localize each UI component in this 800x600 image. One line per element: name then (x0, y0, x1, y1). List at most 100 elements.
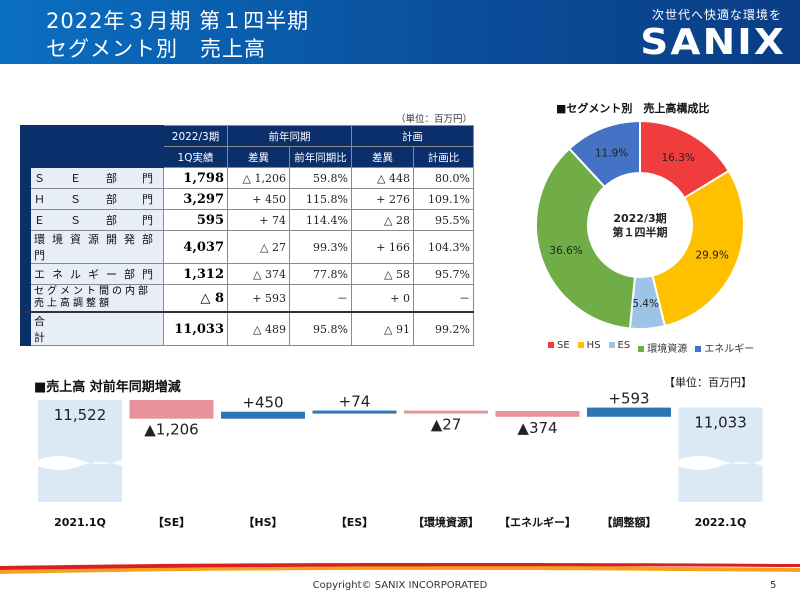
x-tick-label: 2021.1Q (54, 516, 106, 529)
waterfall-unit: 【単位：百万円】 (664, 376, 752, 389)
row-yoy-diff: △ 1,206 (227, 167, 290, 189)
bar-data-label: 11,033 (694, 414, 747, 432)
row-plan-diff: △ 58 (351, 263, 414, 285)
row-plan-ratio: 99.2% (413, 311, 474, 346)
pie-legend: SE HS ES 環境資源 エネルギー (548, 340, 754, 355)
total-bar (38, 400, 122, 502)
table-corner (20, 125, 164, 168)
increase-bar (312, 410, 397, 414)
row-yoy-ratio: 95.8% (289, 311, 352, 346)
x-tick-label: 【調整額】 (602, 515, 657, 529)
page-subtitle: セグメント別 売上高 (46, 37, 266, 61)
bar-data-label: 11,522 (54, 406, 107, 424)
row-actual: 4,037 (163, 230, 228, 264)
row-name: Ｈ Ｓ 部 門 (30, 188, 164, 210)
row-plan-ratio: 80.0% (413, 167, 474, 189)
total-bar-body (678, 407, 763, 502)
legend-swatch (608, 342, 615, 348)
pie-slice-label: 29.9% (695, 250, 728, 262)
header-plan: 計画 (351, 125, 474, 147)
legend-swatch (577, 342, 584, 348)
company-logo: SANIX (640, 22, 786, 63)
legend-entry: SE (548, 340, 570, 355)
row-actual: 3,297 (163, 188, 228, 210)
legend-entry: ES (608, 340, 631, 355)
row-yoy-ratio: 115.8% (289, 188, 352, 210)
legend-swatch (548, 342, 554, 348)
header-actual: 1Q実績 (163, 146, 228, 168)
row-marker (20, 167, 31, 189)
row-name: Ｅ Ｓ 部 門 (30, 209, 164, 231)
row-actual: 595 (163, 209, 228, 231)
footer-stripe (0, 562, 800, 574)
header-plan-diff: 差異 (351, 146, 414, 168)
total-bar (678, 407, 763, 502)
row-actual: △ 8 (163, 284, 228, 313)
row-marker (20, 263, 31, 285)
row-plan-diff: + 0 (351, 284, 414, 313)
header-yoy-ratio: 前年同期比 (289, 146, 352, 168)
decrease-bar (404, 410, 488, 414)
pie-slice-label: 36.6% (549, 245, 582, 257)
x-tick-label: 2022.1Q (695, 516, 747, 529)
legend-label: 環境資源 (647, 344, 688, 355)
pie-slice-1 (651, 169, 745, 328)
row-actual: 1,312 (163, 263, 228, 285)
row-yoy-ratio: 99.3% (289, 230, 352, 264)
row-plan-diff: △ 91 (351, 311, 414, 346)
legend-label: エネルギー (704, 344, 755, 355)
decrease-bar (129, 400, 214, 419)
row-name: エネルギー部門 (30, 263, 164, 285)
header-yoy-diff: 差異 (227, 146, 290, 168)
legend-swatch (638, 346, 645, 352)
pie-center-label: 2022/3期 (613, 211, 666, 225)
waterfall-chart: 2021.1Q 11,522 【SE】 ▲1,206 【HS】 +450 【ES】 +74 【環… (38, 390, 763, 529)
row-plan-ratio: 104.3% (413, 230, 474, 264)
pie-center-label: 第１四半期 (613, 225, 668, 239)
bar-data-label: ▲27 (431, 416, 462, 434)
x-tick-label: 【ES】 (336, 516, 373, 529)
row-yoy-diff: △ 374 (227, 263, 290, 285)
row-name: Ｓ Ｅ 部 門 (30, 167, 164, 189)
pie-slice-label: 5.4% (632, 298, 659, 310)
axis-break-mark (678, 456, 763, 470)
table-row: Ｈ Ｓ 部 門 3,297 + 450 115.8% + 276 109.1% (20, 188, 474, 210)
row-yoy-ratio: 114.4% (289, 209, 352, 231)
row-yoy-diff: + 450 (227, 188, 290, 210)
row-plan-ratio: 95.7% (413, 263, 474, 285)
table-row: エネルギー部門 1,312 △ 374 77.8% △ 58 95.7% (20, 263, 474, 285)
row-plan-ratio: 95.5% (413, 209, 474, 231)
increase-bar (587, 407, 671, 417)
row-actual: 11,033 (163, 311, 228, 346)
table-row: 合 計 11,033 △ 489 95.8% △ 91 99.2% (20, 311, 474, 346)
table-row: Ｓ Ｅ 部 門 1,798 △ 1,206 59.8% △ 448 80.0% (20, 167, 474, 189)
pie-chart-title: ■セグメント別 売上高構成比 (556, 102, 710, 115)
legend-label: ES (617, 340, 631, 351)
x-tick-label: 【エネルギー】 (499, 515, 576, 529)
row-name: セグメント間の内部売上高調整額 (30, 284, 164, 313)
legend-label: SE (557, 340, 570, 351)
copyright: Copyright© SANIX INCORPORATED (312, 580, 488, 591)
bar-data-label: +593 (608, 390, 649, 408)
row-marker (20, 209, 31, 231)
legend-label: HS (586, 340, 601, 351)
table-unit: （単位：百万円） (396, 114, 473, 125)
row-yoy-diff: △ 489 (227, 311, 290, 346)
table-row: Ｅ Ｓ 部 門 595 + 74 114.4% △ 28 95.5% (20, 209, 474, 231)
row-yoy-diff: + 74 (227, 209, 290, 231)
row-yoy-diff: + 593 (227, 284, 290, 313)
bar-data-label: +74 (339, 393, 371, 411)
header-fy: 2022/3期 (163, 125, 228, 147)
row-plan-ratio: 109.1% (413, 188, 474, 210)
row-name: 環境資源開発部門 (30, 230, 164, 264)
row-plan-diff: + 276 (351, 188, 414, 210)
row-yoy-ratio: 59.8% (289, 167, 352, 189)
axis-break-mark (38, 456, 122, 470)
bar-data-label: ▲1,206 (144, 421, 198, 439)
row-plan-ratio: － (413, 284, 474, 313)
row-plan-diff: △ 28 (351, 209, 414, 231)
row-plan-diff: △ 448 (351, 167, 414, 189)
header-plan-ratio: 計画比 (413, 146, 474, 168)
table-row: セグメント間の内部売上高調整額 △ 8 + 593 － + 0 － (20, 284, 474, 313)
pie-slice-label: 16.3% (662, 152, 695, 164)
